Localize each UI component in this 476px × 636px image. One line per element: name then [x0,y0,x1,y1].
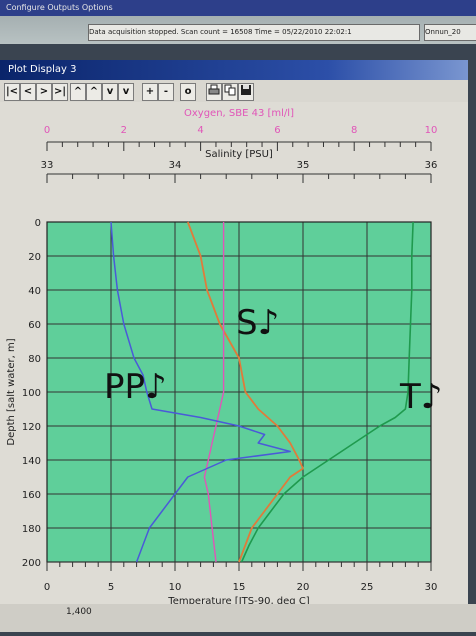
temperature-tick-label: 5 [108,582,114,593]
fluorescence-series-line [110,221,291,563]
oxygen-tick-label: 6 [274,125,280,136]
oxygen-tick-label: 8 [351,125,357,136]
y-tick-label: 160 [22,490,41,501]
salinity-axis-label: Salinity [PSU] [205,149,273,160]
down-button[interactable]: v [102,83,118,101]
y-tick-label: 140 [22,456,41,467]
y-tick-label: 20 [28,252,41,263]
page-down-button[interactable]: v [118,83,134,101]
zoom-in-button[interactable]: + [142,83,158,101]
oxygen-tick-label: 10 [425,125,438,136]
temperature-tick-label: 25 [361,582,374,593]
temperature-tick-label: 0 [44,582,50,593]
temperature-tick-label: 10 [169,582,182,593]
annotation-pp: PP♪ [104,367,167,407]
next-button[interactable]: > [36,83,52,101]
temperature-tick-label: 15 [233,582,246,593]
status-right-field: Onnun_20 [424,24,476,41]
oxygen-axis-label: Oxygen, SBE 43 [ml/l] [184,108,294,119]
temperature-tick-label: 30 [425,582,438,593]
page-up-button[interactable]: ^ [86,83,102,101]
prev-button[interactable]: < [20,83,36,101]
y-tick-label: 180 [22,524,41,535]
menu-bar: Configure Outputs Options [0,0,476,16]
annotation-s: S♪ [236,303,279,343]
plot-area: 0 20 40 60 80 100 120 140 160 180 200 Depth [salt w… [0,102,468,635]
plot-window: Plot Display 3 |< < > >| ^ ^ v v + - o 0… [0,60,468,635]
salinity-tick-label: 35 [297,160,310,171]
first-button[interactable]: |< [4,83,20,101]
salinity-series-line [186,221,304,563]
y-tick-label: 40 [28,286,41,297]
window-titlebar[interactable]: Plot Display 3 [0,60,468,80]
status-message: Data acquisition stopped. Scan count = 1… [88,24,420,41]
salinity-tick-label: 36 [425,160,438,171]
save-icon[interactable] [238,83,254,101]
temperature-axis-label: Temperature [ITS-90, deg C] [167,596,310,607]
salinity-tick-label: 33 [41,160,54,171]
print-icon[interactable] [206,83,222,101]
oxygen-tick-label: 0 [44,125,50,136]
salinity-tick-label: 34 [169,160,182,171]
temperature-series-line [240,221,414,563]
y-tick-label: 60 [28,320,41,331]
temperature-axis: 0 5 10 15 20 25 30 Temperature [ITS-90, deg C] [44,561,438,607]
menu-text[interactable]: Configure Outputs Options [6,3,113,12]
status-area: Configure Outputs Options Data acquisiti… [0,0,476,44]
y-tick-label: 200 [22,558,41,569]
y-tick-label: 80 [28,354,41,365]
y-tick-label: 100 [22,388,41,399]
oxygen-tick-label: 4 [197,125,203,136]
plot-toolbar: |< < > >| ^ ^ v v + - o [0,80,468,102]
annotation-t: T♪ [399,377,442,417]
last-button[interactable]: >| [52,83,68,101]
temperature-tick-label: 20 [297,582,310,593]
copy-icon[interactable] [222,83,238,101]
oxygen-axis: 0 2 4 6 8 10 Oxygen, SBE 43 [ml/l] [44,108,438,151]
oxygen-series-line [203,222,225,563]
salinity-axis: 33 34 35 36 Salinity [PSU] [41,149,438,183]
oxygen-tick-label: 2 [121,125,127,136]
zoom-out-button[interactable]: - [158,83,174,101]
series-group [110,221,414,563]
y-tick-label: 0 [35,218,41,229]
y-axis-label: Depth [salt water, m] [6,338,17,445]
up-button[interactable]: ^ [70,83,86,101]
bottom-value: 1,400 [66,607,92,617]
window-title: Plot Display 3 [8,64,77,75]
bottom-panel: 1,400 [0,604,476,632]
refresh-icon[interactable]: o [180,83,196,101]
y-tick-label: 120 [22,422,41,433]
